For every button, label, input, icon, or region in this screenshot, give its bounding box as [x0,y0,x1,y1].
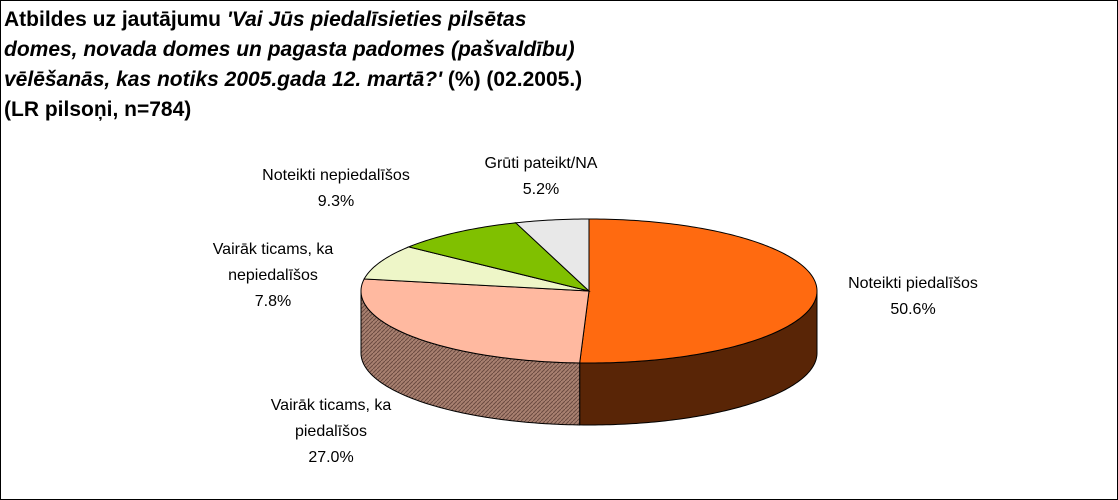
value-label: 7.8% [254,293,292,310]
question: 'Vai Jūs piedalīsieties pilsētas domes, … [4,8,575,91]
pie-slice [360,278,590,364]
slice-label: Vairāk ticams, ka piedalīšos 27.0% [251,393,411,471]
value-label: 27.0% [308,449,354,466]
chart-title: Atbildes uz jautājumu [4,8,222,31]
category-label: Vairāk ticams, ka piedalīšos [270,397,392,440]
pie-slice [407,222,591,292]
category-label: Noteikti piedalīšos [848,275,978,292]
value-label: 9.3% [317,193,355,210]
slice-label: Vairāk ticams, ka nepiedalīšos 7.8% [188,237,358,315]
note: (LR pilsoņi, n=784) [4,98,192,121]
chart-title-block: Atbildes uz jautājumu 'Vai Jūs piedalīsi… [4,5,604,125]
slice-label: Noteikti piedalīšos 50.6% [803,271,1023,323]
value-label: 50.6% [890,301,936,318]
slice-label: Noteikti nepiedalīšos 9.3% [236,163,436,215]
category-label: Grūti pateikt/NA [484,155,598,172]
pie-slice [514,218,590,293]
category-label: Noteikti nepiedalīšos [262,167,410,184]
pie-slice [579,218,818,364]
pie-slice [363,246,590,292]
slice-label: Grūti pateikt/NA 5.2% [456,151,626,203]
category-label: Vairāk ticams, ka nepiedalīšos [212,241,334,284]
value-label: 5.2% [522,181,560,198]
subtitle: (%) (02.2005.) [447,68,583,91]
